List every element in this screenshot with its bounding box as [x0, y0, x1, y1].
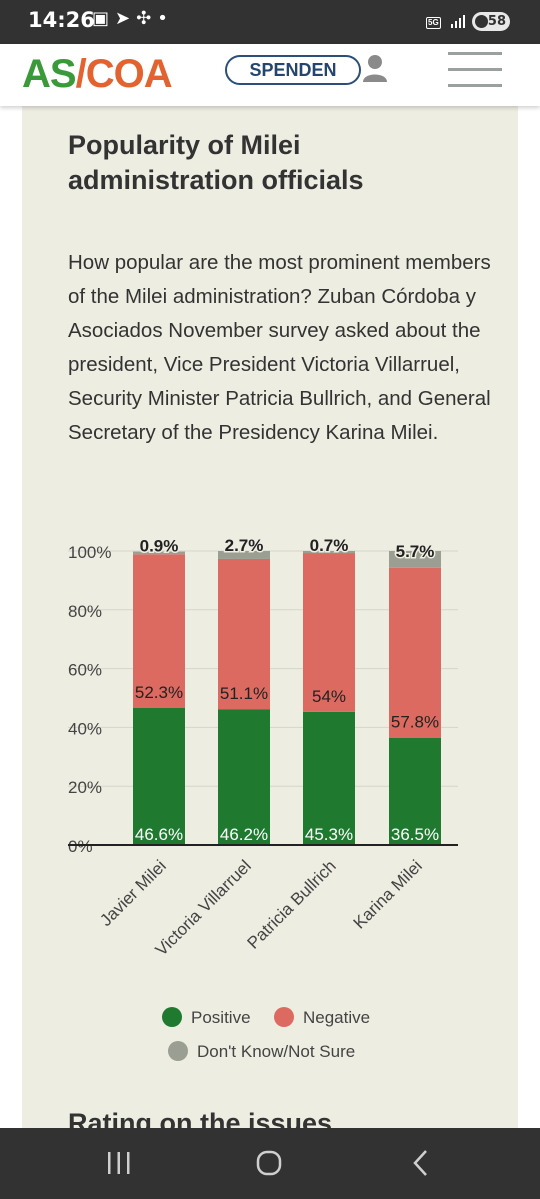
y-tick-label: 20% — [68, 778, 102, 797]
section-heading-rating: Rating on the issues — [68, 1108, 333, 1128]
legend-label: Negative — [303, 1008, 370, 1027]
bar-negative-3 — [389, 567, 441, 738]
bar-don-t-know-not-sure-3 — [389, 551, 441, 568]
status-icons: ▣➤✣• — [92, 8, 174, 29]
article-description: How popular are the most prominent membe… — [68, 251, 491, 444]
article-card: Popularity of Milei administration offic… — [22, 106, 518, 1128]
status-time: 14:26 — [28, 8, 95, 32]
battery-level: 58 — [487, 14, 506, 29]
data-label: 2.7% — [225, 536, 264, 555]
stacked-bar-chart: 46.6% 52.3% 0.9% 46.2% 51.1% 2.7% 45.3% 54% 0.7%… — [68, 535, 458, 1061]
recent-apps-icon[interactable] — [106, 1148, 132, 1178]
data-label: 46.6% — [135, 825, 183, 844]
x-tick-label: Patricia Bullrich — [244, 856, 340, 952]
fan-icon: ✣ — [136, 8, 158, 29]
data-label: 51.1% — [220, 684, 268, 703]
data-label: 0.7% — [310, 536, 349, 555]
logo-slash: / — [75, 52, 87, 96]
navigation-icon: ➤ — [115, 8, 137, 29]
data-label: 54% — [312, 687, 346, 706]
article-title: Popularity of Milei administration offic… — [68, 130, 364, 195]
bar-don-t-know-not-sure-1 — [218, 551, 270, 559]
bar-negative-1 — [218, 558, 270, 710]
status-bar: 14:26 ▣➤✣• 5G 58 — [0, 0, 540, 44]
data-label: 45.3% — [305, 825, 353, 844]
x-tick-label: Javier Milei — [96, 856, 170, 930]
menu-line-top — [448, 52, 502, 55]
legend-label: Don't Know/Not Sure — [197, 1042, 355, 1061]
bar-positive-0 — [133, 707, 185, 845]
y-tick-label: 100% — [68, 543, 111, 562]
user-icon[interactable] — [362, 54, 388, 82]
y-tick-label: 80% — [68, 602, 102, 621]
battery-indicator: 58 — [472, 12, 510, 31]
y-tick-label: 60% — [68, 661, 102, 680]
site-logo[interactable]: AS/COA — [22, 50, 173, 98]
legend-swatch — [274, 1007, 294, 1027]
menu-button[interactable] — [448, 50, 502, 88]
signal-icon — [451, 15, 465, 28]
logo-as: AS — [22, 52, 77, 96]
screenshot-icon: ▣ — [92, 8, 116, 29]
data-label: 46.2% — [220, 825, 268, 844]
data-label: 0.9% — [140, 537, 179, 556]
bar-negative-2 — [303, 553, 355, 712]
bar-positive-3 — [389, 737, 441, 845]
data-label: 5.7% — [396, 542, 435, 561]
bar-don-t-know-not-sure-2 — [303, 551, 355, 554]
home-icon[interactable] — [255, 1148, 283, 1178]
site-header: AS/COA SPENDEN — [0, 44, 540, 106]
back-icon[interactable] — [410, 1148, 432, 1178]
bar-don-t-know-not-sure-0 — [133, 551, 185, 555]
x-tick-label: Karina Milei — [350, 856, 426, 932]
network-badge: 5G — [426, 17, 441, 29]
legend-swatch — [168, 1041, 188, 1061]
data-label: 57.8% — [391, 713, 439, 732]
legend-swatch — [162, 1007, 182, 1027]
donate-button[interactable]: SPENDEN — [225, 55, 361, 85]
menu-line-middle — [448, 68, 502, 71]
legend-label: Positive — [191, 1008, 251, 1027]
y-tick-label: 0% — [68, 837, 93, 856]
bar-positive-1 — [218, 709, 270, 845]
bar-positive-2 — [303, 711, 355, 845]
system-nav-bar — [0, 1128, 540, 1199]
logo-coa: COA — [85, 52, 173, 96]
battery-saver-icon — [475, 15, 488, 28]
data-label: 52.3% — [135, 683, 183, 702]
menu-line-bottom — [448, 84, 502, 87]
data-label: 36.5% — [391, 825, 439, 844]
bar-negative-0 — [133, 554, 185, 708]
dot-icon: • — [157, 8, 174, 29]
y-tick-label: 40% — [68, 719, 102, 738]
